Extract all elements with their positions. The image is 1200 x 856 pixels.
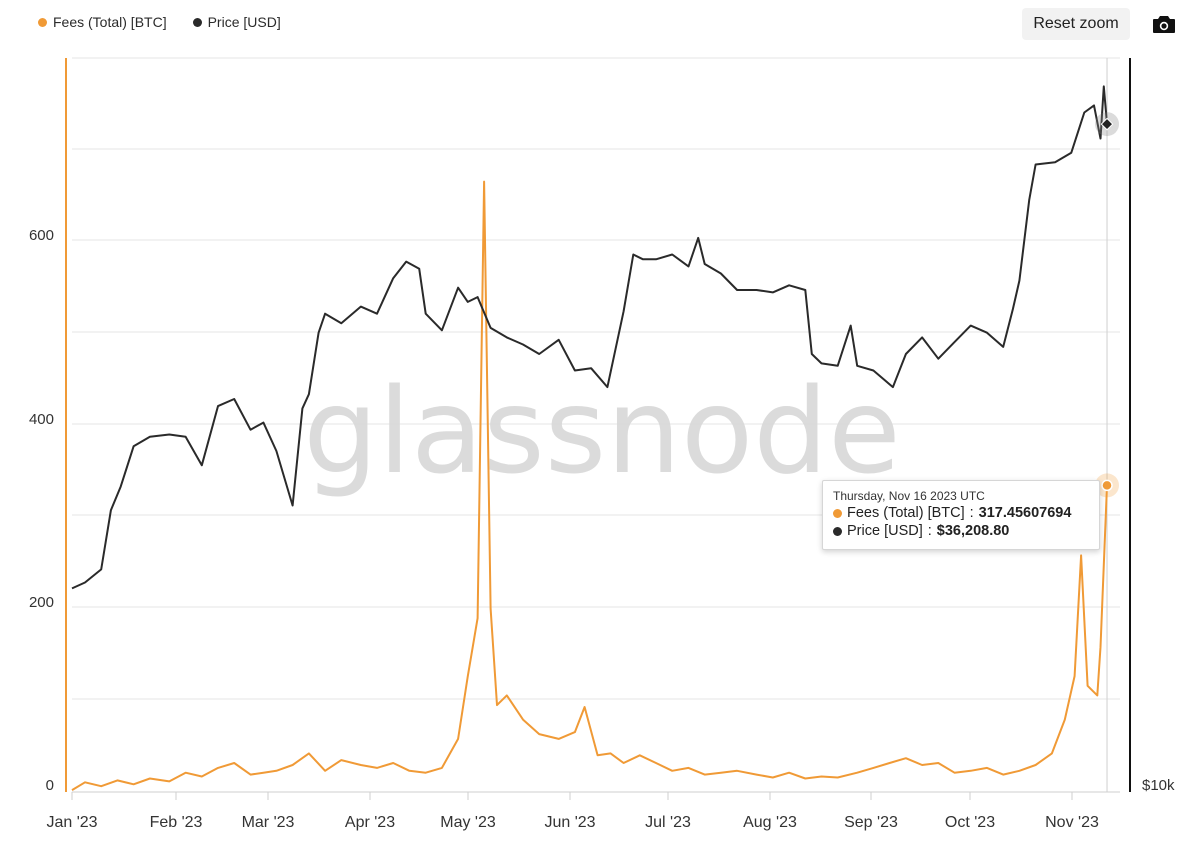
x-tick-label-6: Jul '23 bbox=[645, 814, 691, 831]
series-fees bbox=[71, 180, 1108, 791]
camera-icon[interactable] bbox=[1152, 14, 1176, 34]
legend-item-fees[interactable]: Fees (Total) [BTC] bbox=[38, 14, 167, 30]
x-tick-label-8: Sep '23 bbox=[844, 814, 898, 831]
x-tick-label-3: Apr '23 bbox=[345, 814, 395, 831]
fees-line bbox=[71, 180, 1108, 791]
tooltip-price-value: $36,208.80 bbox=[936, 523, 1010, 539]
x-tick-label-4: May '23 bbox=[440, 814, 496, 831]
reset-zoom-button[interactable]: Reset zoom bbox=[1022, 8, 1130, 40]
tooltip-date: Thursday, Nov 16 2023 UTC bbox=[833, 489, 985, 503]
series-price bbox=[71, 85, 1108, 590]
legend: Fees (Total) [BTC] Price [USD] bbox=[38, 14, 281, 30]
y-right-tick-label-0: $10k bbox=[1142, 777, 1175, 794]
tooltip-price-dot-icon bbox=[833, 526, 842, 536]
y-left-tick-label-1: 200 bbox=[29, 594, 54, 611]
hover-markers bbox=[1095, 112, 1120, 498]
legend-item-price[interactable]: Price [USD] bbox=[192, 14, 281, 30]
tooltip-row-price: Price [USD]: $36,208.80 bbox=[833, 523, 1009, 539]
fees-hover-point bbox=[1101, 479, 1113, 492]
legend-fees-dot-icon bbox=[38, 17, 47, 27]
x-tick-label-0: Jan '23 bbox=[46, 814, 97, 831]
x-tick-label-1: Feb '23 bbox=[150, 814, 203, 831]
tooltip-row-fees: Fees (Total) [BTC]: 317.45607694 bbox=[833, 505, 1071, 521]
tooltip-fees-label: Fees (Total) [BTC] bbox=[847, 505, 965, 521]
x-tick-label-7: Aug '23 bbox=[743, 814, 797, 831]
axes bbox=[65, 58, 1131, 793]
tooltip-fees-dot-icon bbox=[833, 508, 842, 518]
x-tick-label-5: Jun '23 bbox=[544, 814, 595, 831]
tooltip: Thursday, Nov 16 2023 UTC Fees (Total) [… bbox=[822, 480, 1100, 550]
legend-price-label: Price [USD] bbox=[207, 14, 281, 30]
y-left-tick-label-2: 400 bbox=[29, 411, 54, 428]
tooltip-price-label: Price [USD] bbox=[847, 523, 923, 539]
y-left-tick-label-3: 600 bbox=[29, 227, 54, 244]
watermark-text: glassnode bbox=[303, 362, 900, 500]
tooltip-fees-value: 317.45607694 bbox=[978, 505, 1072, 521]
legend-price-dot-icon bbox=[192, 17, 202, 27]
x-tick-label-2: Mar '23 bbox=[242, 814, 295, 831]
x-tick-label-9: Oct '23 bbox=[945, 814, 995, 831]
price-hover-point bbox=[1100, 117, 1114, 131]
price-line bbox=[71, 85, 1108, 590]
x-tick-label-10: Nov '23 bbox=[1045, 814, 1099, 831]
y-left-tick-label-0: 0 bbox=[46, 777, 54, 794]
legend-fees-label: Fees (Total) [BTC] bbox=[53, 14, 167, 30]
tick-labels: Jan '23 Feb '23 Mar '23 Apr '23 May '23 Jun '… bbox=[29, 227, 1175, 831]
